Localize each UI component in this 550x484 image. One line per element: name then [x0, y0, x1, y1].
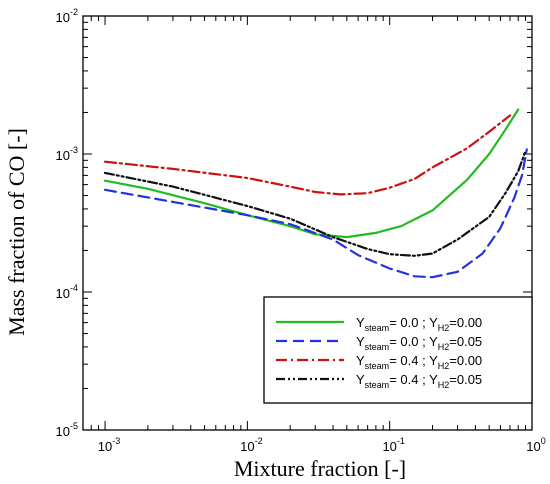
x-tick-label-exponent: -3: [112, 436, 120, 446]
legend-steam-subscript: steam: [365, 323, 390, 333]
y-tick-label-exponent: -4: [70, 283, 78, 293]
legend-label-3: Ysteam= 0.4 ; YH2=0.00: [356, 353, 482, 371]
legend-steam-value: = 0.0 ;: [389, 315, 429, 330]
legend-steam-subscript: steam: [365, 380, 390, 390]
x-tick-label-base: 10: [240, 439, 254, 454]
plot-frame: [82, 15, 533, 431]
legend-h2-value: =0.00: [449, 353, 482, 368]
legend-steam-subscript: steam: [365, 342, 390, 352]
y-tick-label: 10-5: [56, 421, 78, 439]
legend-y-symbol: Y: [356, 334, 365, 349]
x-tick-label-base: 10: [526, 439, 540, 454]
legend-h2-subscript: H2: [438, 323, 450, 333]
legend-h2-value: =0.05: [449, 372, 482, 387]
x-tick-label: 100: [526, 436, 545, 454]
x-tick-label: 10-1: [382, 436, 404, 454]
series-line-2: [103, 148, 528, 279]
x-tick-label-exponent: -2: [255, 436, 263, 446]
legend-label-4: Ysteam= 0.4 ; YH2=0.05: [356, 372, 482, 390]
legend-steam-value: = 0.4 ;: [389, 372, 429, 387]
y-tick-label: 10-3: [56, 145, 78, 163]
legend-label-2: Ysteam= 0.0 ; YH2=0.05: [356, 334, 482, 352]
legend-y-symbol: Y: [356, 353, 365, 368]
y-tick-label-base: 10: [56, 286, 70, 301]
y-tick-label: 10-4: [56, 283, 78, 301]
y-tick-label-base: 10: [56, 10, 70, 25]
legend-h2-value: =0.00: [449, 315, 482, 330]
x-tick-label: 10-3: [98, 436, 120, 454]
y-tick-label-exponent: -2: [70, 7, 78, 17]
legend-y-symbol: Y: [429, 334, 438, 349]
series-line-3: [103, 114, 512, 196]
legend-h2-subscript: H2: [438, 361, 450, 371]
legend-steam-subscript: steam: [365, 361, 390, 371]
legend-y-symbol: Y: [429, 353, 438, 368]
x-tick-label-exponent: -1: [397, 436, 405, 446]
x-tick-label-base: 10: [98, 439, 112, 454]
x-tick-label-exponent: 0: [541, 436, 546, 446]
series-line-4: [103, 150, 527, 257]
y-tick-label-exponent: -3: [70, 145, 78, 155]
y-tick-label-exponent: -5: [70, 421, 78, 431]
legend-h2-subscript: H2: [438, 342, 450, 352]
legend-box: [263, 296, 533, 404]
legend-steam-value: = 0.0 ;: [389, 334, 429, 349]
y-tick-label-base: 10: [56, 424, 70, 439]
y-tick-label: 10-2: [56, 7, 78, 25]
series-line-1: [103, 108, 520, 239]
x-tick-label-base: 10: [382, 439, 396, 454]
legend-h2-value: =0.05: [449, 334, 482, 349]
legend-y-symbol: Y: [429, 315, 438, 330]
x-tick-label: 10-2: [240, 436, 262, 454]
legend-y-symbol: Y: [429, 372, 438, 387]
legend-y-symbol: Y: [356, 372, 365, 387]
legend-h2-subscript: H2: [438, 380, 450, 390]
legend-steam-value: = 0.4 ;: [389, 353, 429, 368]
legend-label-1: Ysteam= 0.0 ; YH2=0.00: [356, 315, 482, 333]
y-tick-label-base: 10: [56, 148, 70, 163]
x-axis-label: Mixture fraction [-]: [234, 456, 406, 481]
y-axis-label: Mass fraction of CO [-]: [4, 128, 29, 336]
legend-y-symbol: Y: [356, 315, 365, 330]
